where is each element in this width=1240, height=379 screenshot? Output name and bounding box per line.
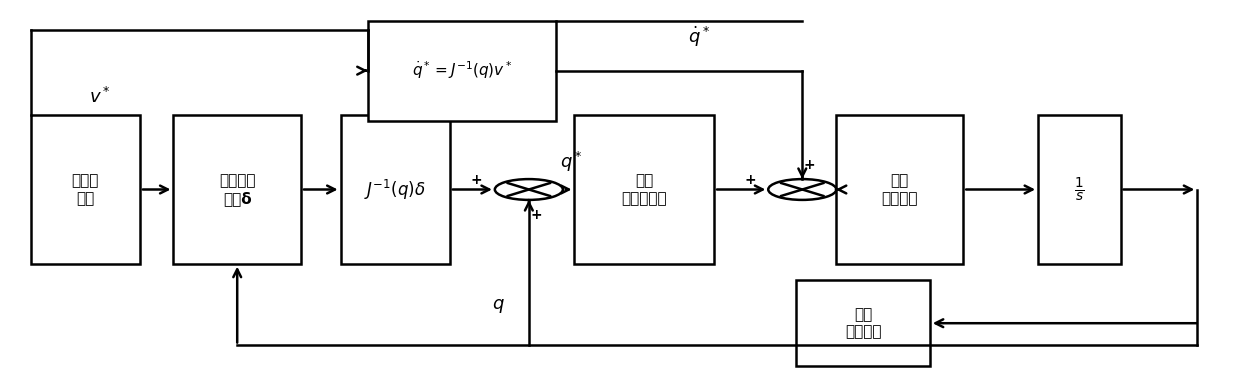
Text: 轨迹规
划器: 轨迹规 划器 (72, 173, 99, 206)
Text: $\dot{q}^* = J^{-1}(q)v^*$: $\dot{q}^* = J^{-1}(q)v^*$ (412, 60, 512, 81)
FancyBboxPatch shape (796, 280, 930, 366)
Text: +: + (804, 158, 816, 172)
FancyBboxPatch shape (174, 115, 301, 264)
Text: $v^*$: $v^*$ (89, 86, 110, 107)
Text: 关节
速度回路: 关节 速度回路 (882, 173, 918, 206)
Text: 关节
位置反馈: 关节 位置反馈 (844, 307, 882, 340)
FancyBboxPatch shape (31, 115, 140, 264)
Text: 关节
位置控制器: 关节 位置控制器 (621, 173, 667, 206)
Text: $\frac{1}{s}$: $\frac{1}{s}$ (1074, 175, 1085, 204)
Text: +: + (744, 173, 756, 187)
Text: $J^{-1}(q)\delta$: $J^{-1}(q)\delta$ (365, 177, 425, 202)
FancyBboxPatch shape (1038, 115, 1121, 264)
Text: $q^*$: $q^*$ (560, 150, 583, 174)
Text: 计算位姿
误差δ: 计算位姿 误差δ (219, 173, 255, 206)
Text: +: + (531, 208, 542, 222)
Text: +: + (471, 173, 482, 187)
FancyBboxPatch shape (574, 115, 714, 264)
FancyBboxPatch shape (836, 115, 963, 264)
FancyBboxPatch shape (341, 115, 450, 264)
FancyBboxPatch shape (368, 20, 557, 121)
Text: $q$: $q$ (492, 298, 505, 315)
Text: $\dot{q}^*$: $\dot{q}^*$ (688, 25, 711, 49)
